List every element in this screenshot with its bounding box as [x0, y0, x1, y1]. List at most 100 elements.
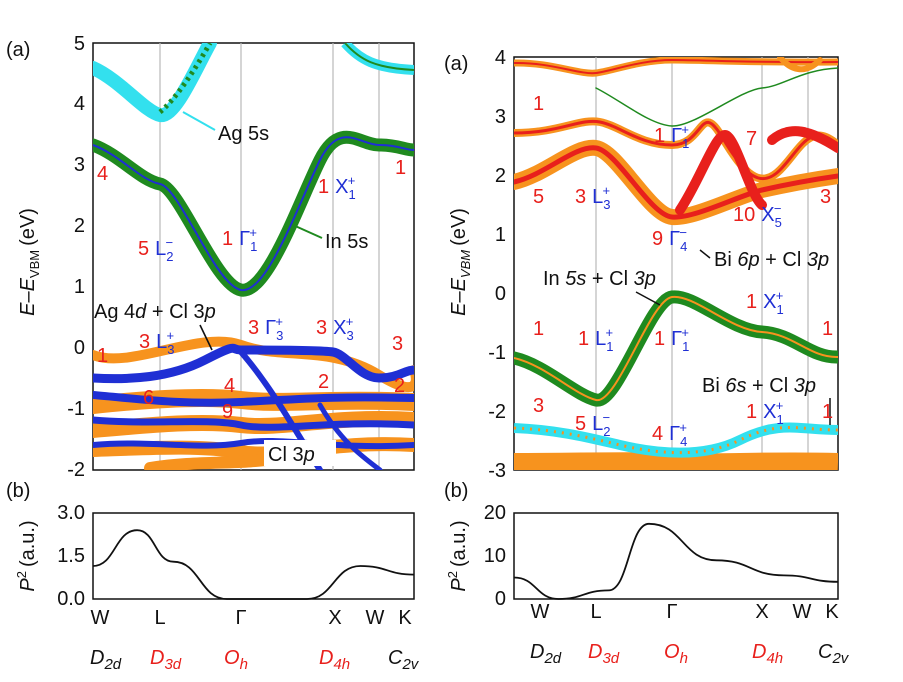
irrep-Gamma4-plus: 4 Γ4+ [652, 420, 687, 449]
irrep-X1-plus: 1 X1+ [746, 288, 784, 317]
ytick: 0 [495, 283, 506, 305]
kpoint-label: W [793, 601, 812, 623]
irrep-number: 3 [533, 395, 544, 417]
right-momentum-panel: 20 10 0 (b) P2(a.u.) W L Γ X W K D2d D3d… [444, 480, 850, 667]
ytick: 2 [495, 165, 506, 187]
symmetry-label: C2v [388, 647, 420, 673]
irrep-number: 1 [395, 157, 406, 179]
symmetry-label: D3d [150, 647, 182, 673]
right-p2-ylabel: P2(a.u.) [445, 520, 470, 591]
irrep-number: 4 [224, 375, 235, 397]
irrep-number: 2 [318, 371, 329, 393]
left-annotations: Ag 5s In 5s Ag 4d + Cl 3p Cl 3p 4 5 L2− 1… [94, 111, 406, 466]
cl3p-label: Cl 3p [268, 444, 315, 466]
ag4d-label: Ag 4d + Cl 3p [94, 301, 216, 323]
ytick: 1.5 [57, 545, 85, 567]
irrep-number: 6 [143, 387, 154, 409]
irrep-number: 1 [822, 401, 833, 423]
symmetry-label: D2d [530, 641, 562, 667]
left-momentum-panel: 3.0 1.5 0.0 (b) P2(a.u.) W L Γ X W K D2d… [6, 480, 420, 673]
irrep-Gamma4-minus: 9 Γ4− [652, 225, 687, 254]
in5s-label: In 5s + Cl 3p [543, 268, 656, 290]
irrep-L3-plus: 3 L3+ [575, 183, 610, 212]
right-annotations: 1 1 Γ1+ 7 5 3 L3+ 10 X5− 3 9 Γ4− Bi 6p + Cl … [533, 93, 833, 449]
right-kpoint-labels: W L Γ X W K [531, 601, 840, 623]
panel-label: (a) [6, 39, 30, 61]
kpoint-label: W [531, 601, 550, 623]
right-ylabel: E–EVBM(eV) [448, 208, 473, 316]
left-in5s-core [93, 136, 414, 292]
irrep-Gamma1-plus-2: 1 Γ1+ [654, 325, 689, 354]
irrep-number: 5 [533, 186, 544, 208]
irrep-L2-minus: 5 L2− [138, 235, 173, 264]
irrep-number: 1 [533, 93, 544, 115]
irrep-X5-minus: 10 X5− [733, 201, 782, 230]
ytick: 20 [484, 502, 506, 524]
left-ylabel: E–EVBM(eV) [17, 208, 42, 316]
irrep-number: 9 [222, 401, 233, 423]
symmetry-label: D4h [319, 647, 350, 673]
right-bi6s-overlay [514, 426, 838, 455]
symmetry-label: Oh [664, 641, 688, 667]
irrep-L2-minus: 5 L2− [575, 410, 610, 439]
ytick: 10 [484, 545, 506, 567]
ytick: -1 [67, 398, 85, 420]
ytick: 3 [495, 106, 506, 128]
ytick: -3 [488, 460, 506, 482]
right-band-yticks: 4 3 2 1 0 -1 -2 -3 [488, 47, 506, 482]
right-band-lines [514, 57, 838, 470]
symmetry-label: D4h [752, 641, 783, 667]
right-in5s-core [514, 295, 838, 402]
kpoint-label: K [825, 601, 839, 623]
ytick: 3 [74, 154, 85, 176]
left-momentum-frame [92, 512, 415, 600]
ytick: 1 [74, 276, 85, 298]
ytick: 5 [74, 33, 85, 55]
kpoint-label: L [154, 607, 165, 629]
panel-label: (b) [444, 480, 468, 502]
right-momentum-frame [513, 512, 839, 600]
irrep-number: 3 [820, 186, 831, 208]
symmetry-label: Oh [224, 647, 248, 673]
irrep-number: 1 [822, 318, 833, 340]
kpoint-label: X [328, 607, 341, 629]
symmetry-label: D2d [90, 647, 122, 673]
irrep-number: 3 [392, 333, 403, 355]
kpoint-label: Γ [235, 607, 246, 629]
kpoint-label: W [366, 607, 385, 629]
ytick: 0.0 [57, 588, 85, 610]
bi6s-label: Bi 6s + Cl 3p [702, 375, 816, 397]
irrep-number: 7 [746, 128, 757, 150]
ytick: 0 [495, 588, 506, 610]
ag5s-label: Ag 5s [218, 123, 269, 145]
bi6p-label: Bi 6p + Cl 3p [714, 249, 829, 271]
kpoint-label: L [590, 601, 601, 623]
left-p2-curve [92, 529, 415, 600]
left-band-yticks: 5 4 3 2 1 0 -1 -2 [67, 33, 85, 481]
ytick: 4 [495, 47, 506, 69]
irrep-X1-plus: 1 X1+ [318, 173, 356, 202]
symmetry-label: D3d [588, 641, 620, 667]
kpoint-label: K [398, 607, 412, 629]
irrep-number: 1 [533, 318, 544, 340]
right-orange-bottom [514, 452, 838, 470]
right-bi6p-bands [514, 57, 838, 226]
left-ag5s-upper-core [344, 43, 414, 71]
irrep-L3-plus: 3 L3+ [139, 328, 174, 357]
right-symmetry-labels: D2d D3d Oh D4h C2v [530, 641, 850, 667]
panel-label: (a) [444, 53, 468, 75]
left-band-panel: 5 4 3 2 1 0 -1 -2 (a) E–EVBM(eV) Ag 5s I… [6, 33, 415, 481]
irrep-number: 1 [97, 345, 108, 367]
ytick: 2 [74, 215, 85, 237]
irrep-X1-plus-2: 1 X1+ [746, 398, 784, 427]
in5s-label: In 5s [325, 231, 368, 253]
ytick: -1 [488, 342, 506, 364]
irrep-Gamma1-plus: 1 Γ1+ [222, 225, 257, 254]
ytick: 4 [74, 93, 85, 115]
right-p2-curve [513, 522, 839, 600]
kpoint-label: X [755, 601, 768, 623]
panel-label: (b) [6, 480, 30, 502]
right-band-panel: 4 3 2 1 0 -1 -2 -3 (a) E–EVBM(eV) 1 1 Γ1+… [444, 47, 839, 482]
irrep-Gamma1-plus: 1 Γ1+ [654, 122, 689, 151]
